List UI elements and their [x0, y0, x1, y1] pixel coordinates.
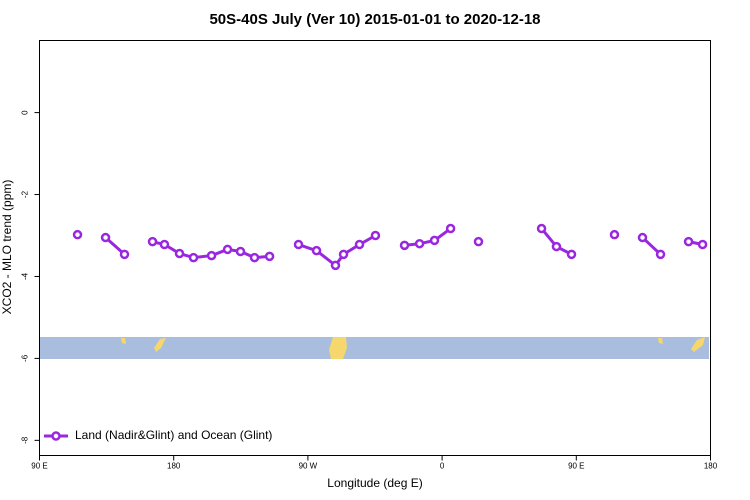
point [551, 241, 562, 252]
x-tick-label: 90 E [31, 462, 47, 471]
point [697, 239, 708, 250]
point [354, 239, 365, 250]
point [370, 230, 381, 241]
y-tick-label: -8 [21, 436, 30, 444]
x-axis-label: Longitude (deg E) [327, 476, 422, 490]
x-tick-label: 90 W [299, 462, 318, 471]
point [330, 260, 341, 271]
point [445, 223, 456, 234]
point [235, 246, 246, 257]
chart-title: 50S-40S July (Ver 10) 2015-01-01 to 2020… [209, 11, 540, 28]
point [206, 250, 217, 261]
point [429, 235, 440, 246]
legend-label: Land (Nadir&Glint) and Ocean (Glint) [75, 428, 272, 442]
point [637, 232, 648, 243]
x-tick-label: 180 [704, 462, 718, 471]
land-ocean-strip [40, 337, 709, 359]
point [536, 223, 547, 234]
legend-marker [51, 431, 61, 441]
point [72, 229, 83, 240]
x-tick-label: 180 [167, 462, 181, 471]
point [100, 232, 111, 243]
point [293, 239, 304, 250]
point [609, 229, 620, 240]
y-axis-label: XCO2 - MLO trend (ppm) [0, 180, 14, 315]
point [566, 249, 577, 260]
point [414, 238, 425, 249]
point [222, 244, 233, 255]
point [249, 252, 260, 263]
point [473, 236, 484, 247]
point [174, 248, 185, 259]
plot-frame [39, 40, 711, 456]
x-tick-label: 0 [440, 462, 445, 471]
point [338, 249, 349, 260]
point [399, 240, 410, 251]
y-tick-label: -6 [21, 354, 30, 362]
point [311, 245, 322, 256]
point [655, 249, 666, 260]
point [188, 252, 199, 263]
x-tick-label: 90 E [568, 462, 584, 471]
point [683, 236, 694, 247]
y-tick-label: -4 [21, 272, 30, 280]
point [119, 249, 130, 260]
point [147, 236, 158, 247]
point [159, 239, 170, 250]
point [264, 251, 275, 262]
ocean-band [40, 337, 709, 359]
y-tick-label: 0 [21, 110, 30, 115]
y-tick-label: -2 [21, 190, 30, 198]
